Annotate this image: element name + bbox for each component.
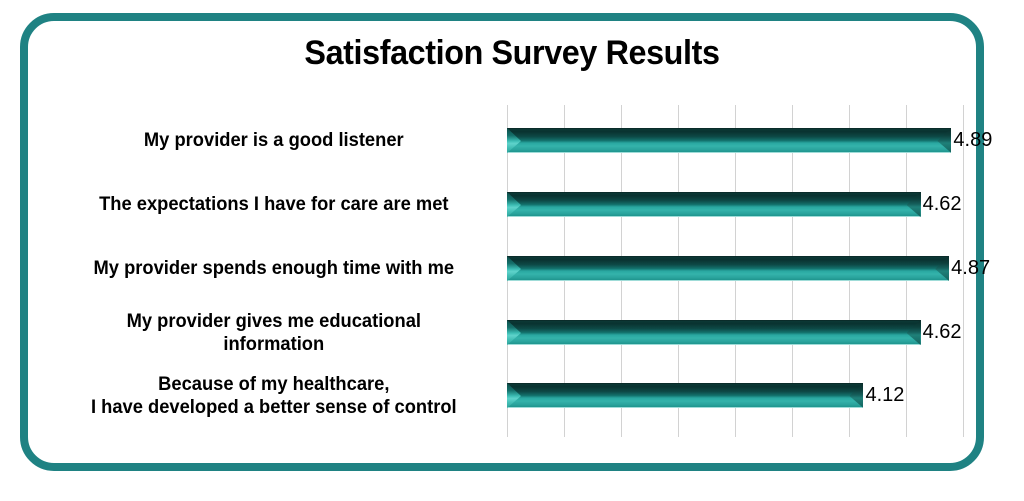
- bar[interactable]: [507, 256, 950, 281]
- chart-row: My provider spends enough time with me 4…: [0, 246, 1024, 310]
- category-label: My provider spends enough time with me: [58, 257, 490, 280]
- bar-top-edge: [507, 320, 921, 321]
- gridline: [963, 105, 964, 437]
- bar-value-label: 4.62: [922, 193, 962, 215]
- category-label-line: My provider is a good listener: [143, 129, 404, 151]
- bar-bottom-edge: [507, 280, 950, 281]
- slide-border-frame: [20, 13, 984, 471]
- bar-bottom-edge: [507, 344, 921, 345]
- chart-row: My provider is a good listener 4.89: [0, 118, 1024, 182]
- bar-body: [507, 128, 952, 153]
- bar-body: [507, 320, 921, 345]
- bar[interactable]: [507, 192, 921, 217]
- bar-value-label: 4.87: [951, 257, 991, 279]
- bar-bottom-edge: [507, 407, 864, 408]
- bar-top-edge: [507, 128, 952, 129]
- bar-value-label: 4.12: [865, 384, 905, 406]
- category-label: My provider is a good listener: [58, 129, 490, 152]
- bar-top-edge: [507, 383, 864, 384]
- bar-value-label: 4.62: [922, 321, 962, 343]
- bar-body: [507, 383, 864, 408]
- bar[interactable]: [507, 320, 921, 345]
- category-label-line: The expectations I have for care are met: [99, 193, 449, 215]
- category-label: Because of my healthcare, I have develop…: [58, 373, 490, 419]
- bar[interactable]: [507, 128, 952, 153]
- category-label: The expectations I have for care are met: [58, 193, 490, 216]
- category-label: My provider gives me educational informa…: [58, 310, 490, 356]
- chart-row: My provider gives me educational informa…: [0, 310, 1024, 374]
- category-label-line: I have developed a better sense of contr…: [90, 396, 457, 418]
- category-label-line: Because of my healthcare,: [158, 373, 390, 395]
- chart-row: Because of my healthcare, I have develop…: [0, 373, 1024, 437]
- bar-top-edge: [507, 256, 950, 257]
- bar-bottom-edge: [507, 152, 952, 153]
- chart-row: The expectations I have for care are met…: [0, 182, 1024, 246]
- category-label-line: My provider spends enough time with me: [93, 257, 455, 279]
- bar-body: [507, 256, 950, 281]
- category-label-line: My provider gives me educational: [126, 310, 421, 332]
- bar[interactable]: [507, 383, 864, 408]
- bar-value-label: 4.89: [953, 129, 993, 151]
- bar-bottom-edge: [507, 216, 921, 217]
- bar-top-edge: [507, 192, 921, 193]
- category-label-line: information: [223, 333, 325, 355]
- chart-title: Satisfaction Survey Results: [304, 34, 720, 72]
- bar-body: [507, 192, 921, 217]
